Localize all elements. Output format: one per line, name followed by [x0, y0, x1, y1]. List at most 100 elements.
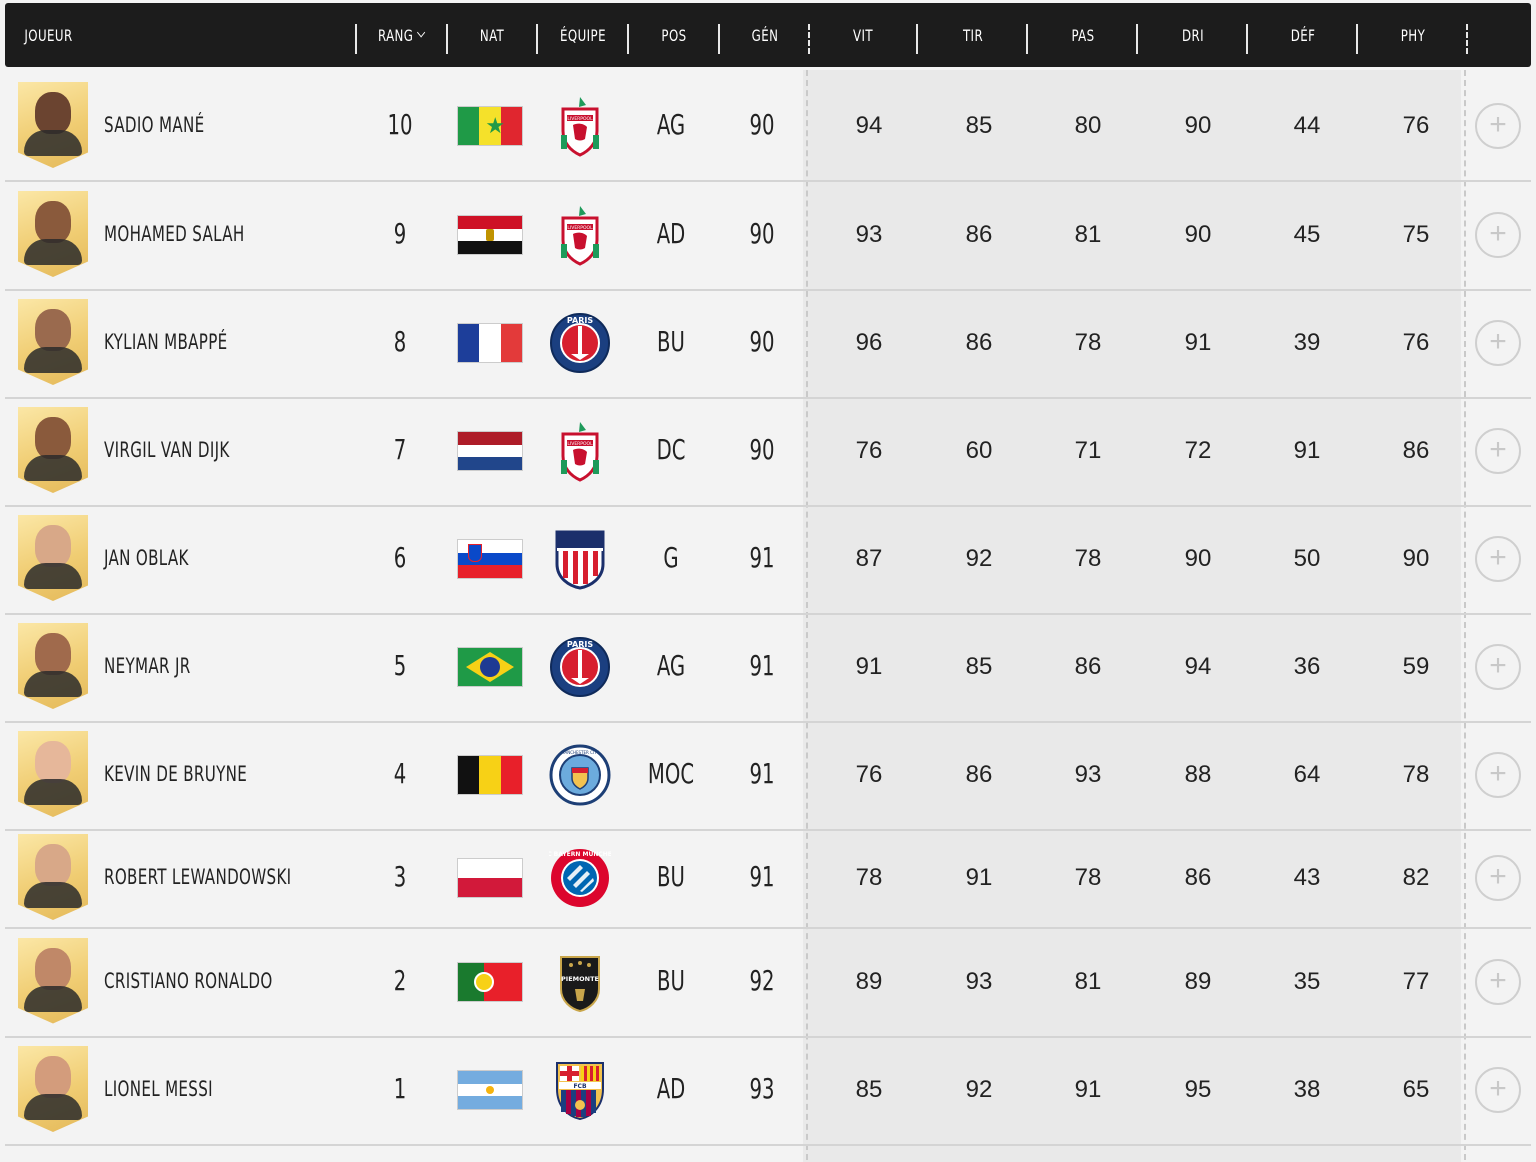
table-row[interactable]: VIRGIL VAN DIJK 7 LIVERPOOL DC 90 76 60 71…: [5, 397, 1531, 507]
col-equipe[interactable]: ÉQUIPE: [560, 25, 606, 45]
stat-def: 43: [1293, 864, 1321, 891]
stat-dri: 72: [1184, 437, 1212, 464]
plus-circle-icon[interactable]: +: [1475, 536, 1521, 582]
player-rank: 1: [393, 1072, 407, 1105]
col-rang[interactable]: RANG: [368, 3, 434, 67]
nationality-flag: [458, 756, 522, 794]
stat-phy: 65: [1402, 1076, 1430, 1103]
col-rang-label: RANG: [377, 25, 414, 45]
plus-circle-icon[interactable]: +: [1475, 752, 1521, 798]
plus-circle-icon[interactable]: +: [1475, 958, 1521, 1005]
stat-dri: 95: [1184, 1076, 1212, 1103]
player-name[interactable]: JAN OBLAK: [104, 546, 189, 570]
col-pos[interactable]: POS: [661, 25, 687, 45]
player-position: AG: [656, 108, 686, 141]
nationality-flag: [458, 962, 522, 1001]
player-name[interactable]: ROBERT LEWANDOWSKI: [104, 865, 292, 889]
player-overall: 90: [749, 108, 775, 141]
player-name[interactable]: MOHAMED SALAH: [104, 222, 245, 246]
stat-dri: 86: [1184, 864, 1212, 891]
player-name[interactable]: SADIO MANÉ: [104, 113, 205, 137]
svg-text:FCB: FCB: [573, 1083, 587, 1090]
stat-phy: 86: [1402, 437, 1430, 464]
col-pas[interactable]: PAS: [1071, 25, 1095, 45]
stat-tir: 86: [965, 329, 993, 356]
player-position: BU: [657, 860, 685, 893]
player-position: DC: [656, 433, 686, 466]
table-row[interactable]: KYLIAN MBAPPÉ 8 PARIS BU 90 96 86 78 91 39 76…: [5, 289, 1531, 399]
plus-circle-icon[interactable]: +: [1475, 428, 1521, 474]
team-crest: LIVERPOOL: [549, 420, 611, 482]
stat-phy: 82: [1402, 864, 1430, 891]
team-crest: PARIS: [549, 636, 611, 698]
team-crest: FC BAYERN MÜNCHEN: [543, 847, 617, 909]
stat-def: 36: [1293, 653, 1321, 680]
col-gen[interactable]: GÉN: [751, 25, 779, 45]
player-overall: 90: [749, 217, 775, 250]
table-row[interactable]: JAN OBLAK 6 G 91 87 92 78 90 50 90 +: [5, 505, 1531, 615]
plus-circle-icon[interactable]: +: [1475, 644, 1521, 690]
col-nat[interactable]: NAT: [479, 25, 505, 45]
col-joueur[interactable]: JOUEUR: [24, 25, 73, 45]
player-overall: 90: [749, 325, 775, 358]
nationality-flag: [458, 648, 522, 686]
stat-def: 44: [1293, 112, 1321, 139]
player-card-avatar: [18, 299, 88, 385]
plus-circle-icon[interactable]: +: [1475, 1067, 1521, 1113]
stats-divider-left: [806, 70, 808, 1160]
svg-text:LIVERPOOL: LIVERPOOL: [567, 225, 593, 231]
plus-circle-icon[interactable]: +: [1475, 855, 1521, 901]
player-rank: 5: [393, 649, 407, 682]
nationality-flag: [458, 324, 522, 362]
nationality-flag: [458, 1071, 522, 1109]
team-crest: LIVERPOOL: [549, 204, 611, 266]
col-def[interactable]: DÉF: [1290, 25, 1316, 45]
player-name[interactable]: KEVIN DE BRUYNE: [104, 762, 248, 786]
player-name[interactable]: NEYMAR JR: [104, 654, 191, 678]
player-position: BU: [657, 963, 685, 997]
col-dri[interactable]: DRI: [1181, 25, 1204, 45]
stat-phy: 77: [1402, 967, 1430, 995]
chevron-down-icon: [417, 27, 426, 38]
player-rank: 3: [393, 860, 407, 893]
player-rank: 8: [393, 325, 407, 358]
player-overall: 92: [749, 963, 775, 997]
stat-dri: 91: [1184, 329, 1212, 356]
stat-tir: 86: [965, 221, 993, 248]
table-row[interactable]: NEYMAR JR 5 PARIS AG 91 91 85 86 94 36 59 +: [5, 613, 1531, 723]
player-card-avatar: [18, 834, 88, 920]
plus-circle-icon[interactable]: +: [1475, 212, 1521, 258]
table-row[interactable]: SADIO MANÉ 10 ★ LIVERPOOL AG 90 94 85 80 90…: [5, 72, 1531, 182]
stat-pas: 71: [1074, 437, 1102, 464]
plus-circle-icon[interactable]: +: [1475, 103, 1521, 149]
col-tir[interactable]: TIR: [962, 25, 984, 45]
stat-vit: 94: [855, 112, 883, 139]
table-row[interactable]: MOHAMED SALAH 9 LIVERPOOL AD 90 93 86 81 90…: [5, 181, 1531, 291]
plus-circle-icon[interactable]: +: [1475, 320, 1521, 366]
stat-tir: 91: [965, 864, 993, 891]
table-row[interactable]: CRISTIANO RONALDO 2 PIEMONTE BU 92 89 93 8…: [5, 927, 1531, 1038]
stat-phy: 76: [1402, 112, 1430, 139]
col-vit[interactable]: VIT: [853, 25, 873, 45]
player-rank: 9: [393, 217, 407, 250]
svg-text:PARIS: PARIS: [567, 316, 593, 325]
table-row[interactable]: KEVIN DE BRUYNE 4 MANCHESTER CITY MOC 91…: [5, 721, 1531, 831]
svg-text:LIVERPOOL: LIVERPOOL: [567, 116, 593, 122]
player-name[interactable]: KYLIAN MBAPPÉ: [104, 330, 228, 354]
stat-dri: 94: [1184, 653, 1212, 680]
table-row[interactable]: ROBERT LEWANDOWSKI 3 FC BAYERN MÜNCHEN B…: [5, 829, 1531, 929]
team-crest: PIEMONTE: [549, 951, 611, 1013]
stat-dri: 90: [1184, 221, 1212, 248]
player-name[interactable]: LIONEL MESSI: [104, 1077, 213, 1101]
nationality-flag: [458, 216, 522, 254]
player-position: AG: [656, 649, 686, 682]
player-name[interactable]: CRISTIANO RONALDO: [104, 968, 273, 993]
table-row[interactable]: LIONEL MESSI 1 FCB AD 93 85 92 91 95 38 65 +: [5, 1036, 1531, 1146]
col-phy[interactable]: PHY: [1400, 25, 1426, 45]
stat-def: 91: [1293, 437, 1321, 464]
player-name[interactable]: VIRGIL VAN DIJK: [104, 438, 230, 462]
stat-tir: 86: [965, 761, 993, 788]
svg-text:MANCHESTER CITY: MANCHESTER CITY: [561, 750, 599, 755]
player-overall: 91: [749, 860, 775, 893]
stat-vit: 78: [855, 864, 883, 891]
